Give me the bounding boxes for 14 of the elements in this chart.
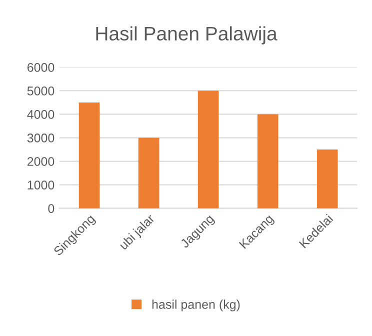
y-tick-label: 5000: [27, 86, 54, 96]
y-tick-label: 6000: [27, 63, 54, 72]
bar: [257, 114, 278, 208]
bar: [78, 102, 100, 208]
legend-label: hasil panen (kg): [152, 300, 240, 312]
y-tick-label: 4000: [27, 110, 54, 119]
bar: [316, 150, 338, 208]
y-tick-label: 2000: [27, 157, 54, 166]
bar: [198, 90, 219, 208]
y-tick-label: 3000: [27, 134, 54, 142]
y-tick-label: 1000: [28, 180, 54, 190]
bar: [138, 138, 160, 208]
chart-title: Hasil Panen Palawija: [96, 26, 278, 44]
y-tick-label: 0: [48, 204, 54, 213]
